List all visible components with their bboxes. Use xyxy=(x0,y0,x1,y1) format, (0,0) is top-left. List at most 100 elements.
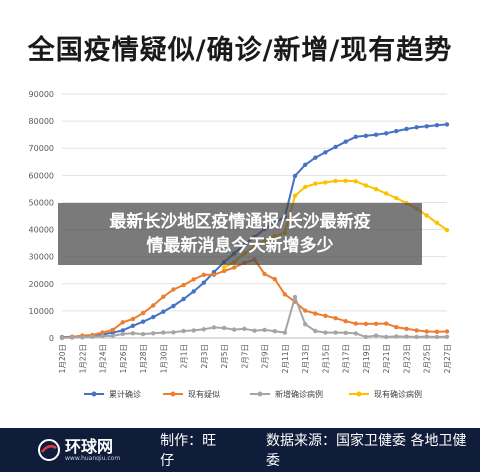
data-point xyxy=(434,123,440,128)
data-point xyxy=(353,321,358,326)
data-point xyxy=(343,178,348,183)
data-point xyxy=(201,272,206,277)
data-point xyxy=(120,331,126,337)
headline-line-1: 最新长沙地区疫情通报/长沙最新疫 xyxy=(109,212,371,232)
trend-line-chart: 0 10000 20000 30000 40000 50000 60000 70000 8000… xyxy=(29,90,452,399)
data-point xyxy=(424,334,429,339)
page-title: 全国疫情疑似/确诊/新增/现有趋势 xyxy=(27,35,453,66)
data-point xyxy=(313,311,318,316)
huanqiu-logo: 环球网 www.huanqiu.com xyxy=(38,438,120,462)
x-tick-label: 1月22日 xyxy=(78,344,87,373)
x-tick-label: 2月19日 xyxy=(362,344,371,373)
data-point xyxy=(252,328,257,333)
y-tick-label: 40000 xyxy=(29,226,54,235)
data-point xyxy=(161,294,166,299)
data-point xyxy=(100,333,105,339)
data-point xyxy=(80,335,85,340)
data-point xyxy=(201,280,206,285)
y-tick-label: 90000 xyxy=(29,90,54,99)
data-point xyxy=(313,328,318,334)
data-point xyxy=(171,287,176,292)
data-point xyxy=(110,327,115,333)
y-tick-label: 70000 xyxy=(29,144,54,153)
x-tick-label: 1月26日 xyxy=(119,344,128,373)
data-point xyxy=(363,334,369,340)
data-point xyxy=(424,124,429,129)
data-point xyxy=(353,179,358,184)
data-point xyxy=(363,133,369,138)
data-point xyxy=(434,220,440,225)
y-tick-label: 80000 xyxy=(29,117,54,126)
data-point xyxy=(262,271,267,277)
legend-label-1: 现有疑似 xyxy=(188,389,220,399)
data-point xyxy=(384,334,389,340)
data-point xyxy=(333,178,338,184)
data-point xyxy=(394,325,399,330)
x-tick-label: 2月5日 xyxy=(220,344,229,369)
data-point xyxy=(343,330,348,335)
data-point xyxy=(303,162,308,167)
data-point xyxy=(424,213,429,218)
data-point xyxy=(140,319,146,324)
x-tick-label: 1月28日 xyxy=(139,344,148,373)
data-point xyxy=(292,173,298,179)
data-point xyxy=(353,134,358,139)
y-tick-label: 60000 xyxy=(29,171,54,180)
data-point xyxy=(272,329,277,334)
legend-marker-2 xyxy=(257,391,263,397)
data-point xyxy=(404,126,409,132)
data-point xyxy=(140,331,146,337)
data-point xyxy=(191,289,196,294)
x-tick-label: 2月23日 xyxy=(402,344,411,373)
logo-name: 环球网 xyxy=(65,437,114,456)
data-point xyxy=(130,323,136,328)
data-point xyxy=(292,193,298,198)
data-point xyxy=(353,331,358,336)
data-point xyxy=(181,328,186,334)
data-point xyxy=(404,326,409,331)
data-point xyxy=(282,292,288,297)
x-tick-label: 1月20日 xyxy=(58,344,67,373)
data-point xyxy=(444,334,450,339)
x-tick-label: 2月21日 xyxy=(382,344,391,373)
data-point xyxy=(130,316,136,322)
data-point xyxy=(201,327,206,332)
logo-url: www.huanqiu.com xyxy=(65,455,121,462)
data-point xyxy=(161,309,166,314)
article-headline-overlay: 最新长沙地区疫情通报/长沙最新疫 情最新消息今天新增多少 xyxy=(58,203,422,265)
data-point xyxy=(384,131,389,136)
data-point xyxy=(444,227,450,233)
data-point xyxy=(363,183,369,188)
x-tick-label: 2月13日 xyxy=(301,344,310,373)
data-point xyxy=(394,334,399,339)
data-point xyxy=(303,184,308,190)
legend-marker-0 xyxy=(91,391,97,397)
y-tick-label: 20000 xyxy=(29,280,54,289)
data-point xyxy=(272,277,277,282)
data-point xyxy=(221,265,227,270)
globe-logo-icon xyxy=(38,439,60,461)
x-tick-label: 2月11日 xyxy=(281,344,290,373)
data-point xyxy=(232,327,237,332)
data-point xyxy=(414,328,419,333)
data-point xyxy=(373,333,379,338)
data-point xyxy=(262,327,267,333)
data-point xyxy=(161,330,166,335)
data-point xyxy=(323,313,328,318)
data-point xyxy=(110,333,115,339)
x-tick-label: 1月24日 xyxy=(99,344,108,373)
data-point xyxy=(303,308,308,313)
x-tick-label: 2月7日 xyxy=(240,344,249,369)
legend-label-2: 新增确诊病例 xyxy=(275,389,323,399)
data-point xyxy=(313,181,318,186)
data-point xyxy=(424,329,429,334)
data-point xyxy=(59,335,65,340)
data-point xyxy=(130,331,136,336)
data-point xyxy=(292,294,298,300)
data-point xyxy=(120,328,126,333)
legend-label-3: 现有确诊病例 xyxy=(374,389,422,399)
x-tick-label: 2月27日 xyxy=(443,344,452,373)
data-point xyxy=(100,330,105,335)
data-point xyxy=(323,150,328,155)
